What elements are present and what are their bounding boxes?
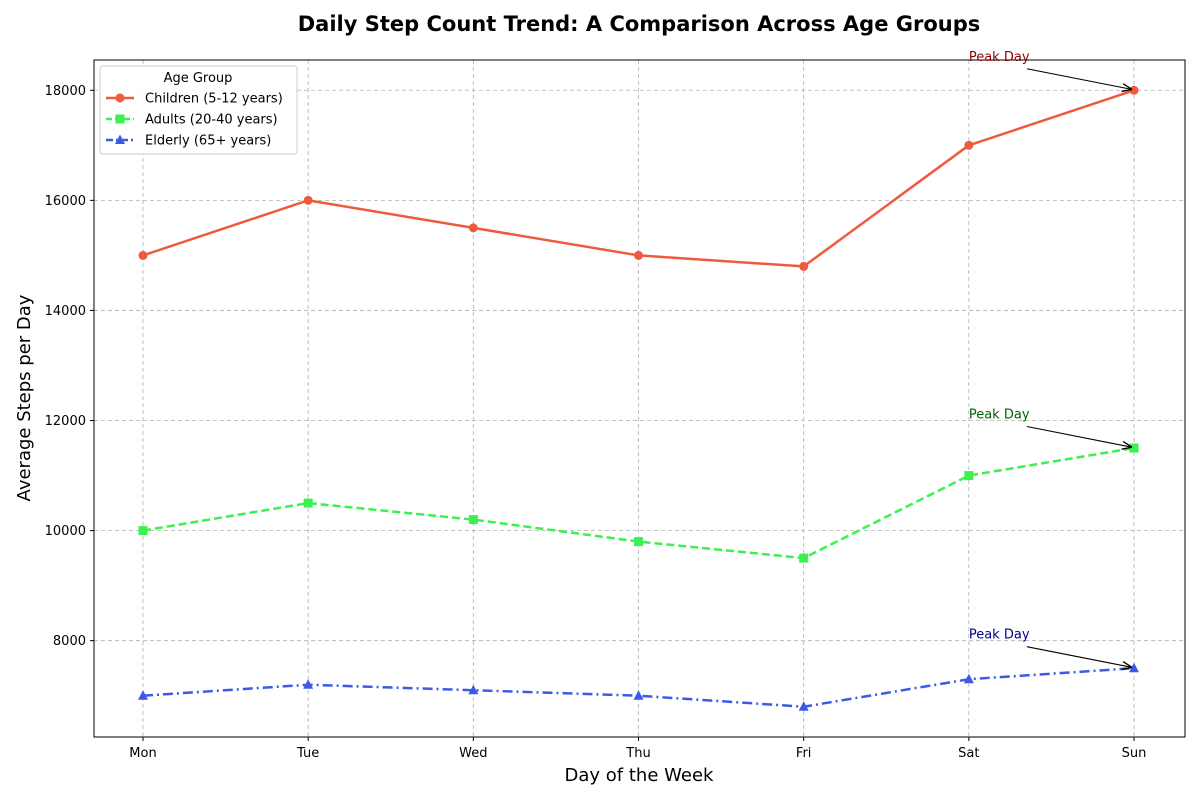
- data-point: [303, 195, 313, 205]
- data-point: [303, 679, 314, 689]
- x-tick-label: Fri: [796, 746, 812, 761]
- data-point: [303, 498, 313, 508]
- data-point: [798, 701, 809, 711]
- data-point: [799, 261, 809, 271]
- annotation-label: Peak Day: [969, 628, 1030, 643]
- legend-item: Adults (20-40 years): [106, 113, 278, 128]
- data-point: [799, 553, 809, 563]
- annotations: Peak Day Peak Day Peak Day: [969, 50, 1131, 667]
- data-point: [138, 250, 148, 260]
- data-point: [1129, 443, 1139, 453]
- y-tick-label: 8000: [53, 634, 86, 649]
- data-point: [138, 690, 148, 700]
- x-tick-label: Thu: [625, 746, 650, 761]
- data-point: [468, 684, 479, 695]
- legend-swatch-marker: [115, 114, 125, 124]
- legend-item: Elderly (65+ years): [106, 134, 271, 149]
- y-tick-label: 12000: [45, 414, 86, 429]
- data-point: [1129, 85, 1139, 95]
- data-point: [468, 515, 478, 525]
- chart-title: Daily Step Count Trend: A Comparison Acr…: [298, 12, 981, 36]
- y-tick-label: 18000: [45, 84, 86, 99]
- series-0: [138, 85, 1139, 271]
- data-point: [964, 471, 974, 481]
- x-tick-label: Sat: [958, 746, 979, 761]
- legend-item: Children (5-12 years): [106, 92, 283, 107]
- x-tick-label: Sun: [1122, 746, 1147, 761]
- data-point: [633, 690, 644, 700]
- legend: Age Group Children (5-12 years) Adults (2…: [99, 65, 298, 155]
- legend-label: Elderly (65+ years): [145, 134, 271, 149]
- peak-annotation: Peak Day: [969, 628, 1131, 668]
- y-ticks: 8000 10000 12000 14000 16000 18000: [45, 84, 94, 649]
- series-layer: [138, 85, 1140, 711]
- legend-box: [99, 65, 298, 155]
- annotation-arrow: [1026, 646, 1131, 668]
- x-tick-label: Wed: [459, 746, 487, 761]
- x-axis-label: Day of the Week: [565, 765, 714, 786]
- annotation-arrow: [1026, 425, 1131, 448]
- y-tick-label: 14000: [45, 304, 86, 319]
- data-point: [963, 673, 974, 684]
- x-tick-label: Tue: [296, 746, 319, 761]
- series-2: [138, 662, 1140, 711]
- data-point: [964, 140, 974, 150]
- peak-annotation: Peak Day: [969, 50, 1131, 90]
- peak-annotation: Peak Day: [969, 408, 1131, 448]
- annotation-label: Peak Day: [969, 50, 1030, 65]
- legend-label: Children (5-12 years): [145, 92, 283, 107]
- annotation-label: Peak Day: [969, 408, 1030, 423]
- grid: [94, 60, 1185, 737]
- data-point: [138, 526, 148, 536]
- annotation-arrow: [1026, 68, 1131, 90]
- legend-swatch-marker: [115, 93, 125, 103]
- x-ticks: Mon Tue Wed Thu Fri Sat Sun: [129, 737, 1146, 761]
- legend-swatch-marker: [115, 134, 125, 144]
- data-point: [634, 537, 644, 547]
- data-point: [634, 250, 644, 260]
- legend-title: Age Group: [164, 71, 233, 86]
- plot-frame: [93, 59, 1186, 738]
- legend-label: Adults (20-40 years): [145, 113, 278, 128]
- y-axis-label: Average Steps per Day: [14, 294, 35, 501]
- y-tick-label: 10000: [45, 524, 86, 539]
- y-tick-label: 16000: [45, 194, 86, 209]
- x-tick-label: Mon: [129, 746, 156, 761]
- data-point: [468, 223, 478, 233]
- series-1: [138, 443, 1139, 563]
